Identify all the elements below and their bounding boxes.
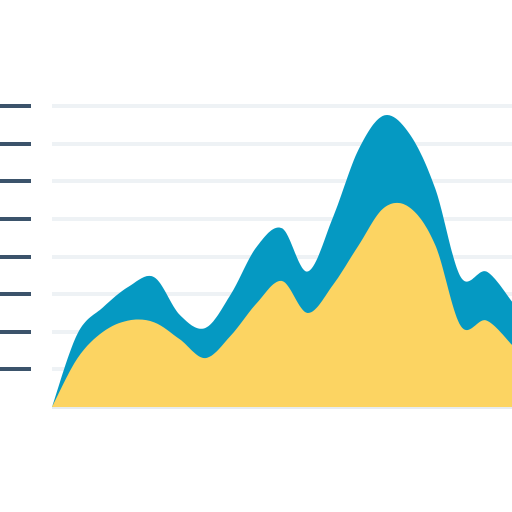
y-axis-ticks [0,104,31,371]
area-layer [52,114,512,407]
area-series-0 [52,202,512,407]
